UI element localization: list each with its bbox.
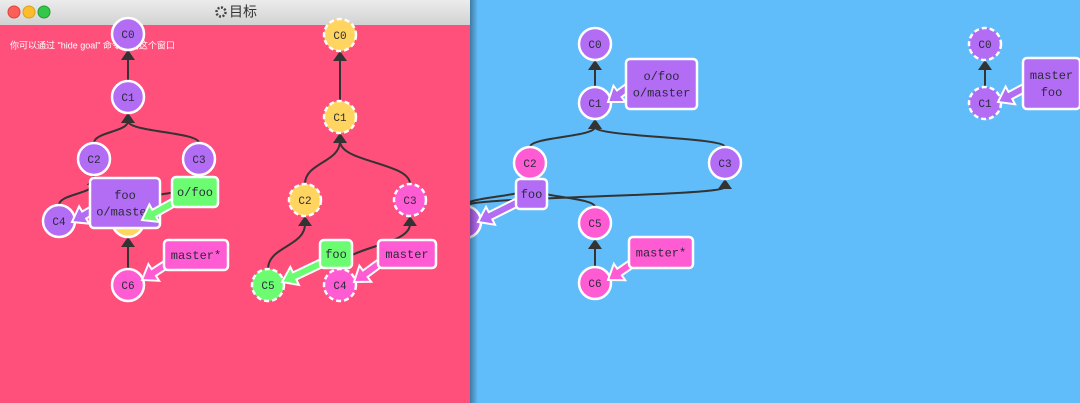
title-bar bbox=[0, 0, 470, 25]
branch-box bbox=[624, 57, 699, 111]
commit-label: C2 bbox=[523, 159, 536, 171]
commit-label: C3 bbox=[403, 196, 416, 208]
commit-node bbox=[967, 26, 1003, 62]
commit-node bbox=[577, 205, 613, 241]
commit-label: C0 bbox=[121, 30, 134, 42]
edge-arrowhead bbox=[588, 60, 602, 70]
edge-arrowhead bbox=[121, 237, 135, 247]
commit-edge bbox=[594, 126, 726, 148]
commit-node bbox=[577, 265, 613, 301]
commit-edge bbox=[93, 120, 129, 144]
branch-label: o/foo bbox=[643, 70, 679, 84]
commit-node bbox=[110, 267, 146, 303]
commit-label: C0 bbox=[978, 40, 991, 52]
commit-label: C4 bbox=[333, 281, 347, 293]
branch-box bbox=[162, 238, 230, 272]
commit-node bbox=[110, 79, 146, 115]
branch-label: foo bbox=[114, 189, 136, 203]
commit-edge bbox=[339, 140, 411, 185]
branch-label: o/foo bbox=[177, 186, 213, 200]
branch-label: o/master bbox=[633, 87, 691, 101]
branch-label: o/master bbox=[96, 206, 154, 220]
goal-graph: C0 C1 C2 C3 C4 C6 foo o/master o/foo master* C0 C1 C… bbox=[41, 16, 438, 303]
commit-label: C2 bbox=[298, 196, 311, 208]
commit-label: C0 bbox=[333, 31, 346, 43]
branch-box bbox=[514, 177, 549, 211]
commit-node bbox=[392, 182, 428, 218]
commit-label: C5 bbox=[588, 219, 601, 231]
zoom-button[interactable] bbox=[37, 5, 51, 19]
branch-box bbox=[627, 235, 695, 270]
commit-edge bbox=[127, 120, 200, 144]
branch-label: foo bbox=[521, 188, 543, 202]
commit-node bbox=[287, 182, 323, 218]
branch-box bbox=[1021, 56, 1080, 111]
edge-arrowhead bbox=[333, 133, 347, 143]
commit-node bbox=[110, 16, 146, 52]
edge-arrowhead bbox=[978, 60, 992, 70]
commit-label: C6 bbox=[588, 279, 601, 291]
commit-label: C3 bbox=[192, 155, 205, 167]
edge-arrowhead bbox=[718, 179, 732, 189]
commit-label: C6 bbox=[121, 281, 134, 293]
commit-edge bbox=[529, 126, 596, 148]
branch-label: master* bbox=[636, 247, 686, 261]
edge-arrowhead bbox=[121, 50, 135, 60]
commit-label: C2 bbox=[87, 155, 100, 167]
branch-box bbox=[376, 238, 438, 270]
branch-box bbox=[170, 175, 220, 209]
edge-arrowhead bbox=[333, 51, 347, 61]
branch-label: master* bbox=[171, 249, 221, 263]
minimize-button[interactable] bbox=[22, 5, 36, 19]
edge-arrowhead bbox=[121, 113, 135, 123]
branch-label: foo bbox=[325, 248, 347, 262]
commit-edge bbox=[304, 140, 341, 185]
gear-icon bbox=[215, 6, 227, 18]
commit-label: C5 bbox=[261, 281, 274, 293]
commit-label: C3 bbox=[718, 159, 731, 171]
branch-label: master bbox=[1030, 69, 1073, 83]
commit-label: C1 bbox=[588, 99, 602, 111]
edge-arrowhead bbox=[403, 216, 417, 226]
commit-node bbox=[322, 99, 358, 135]
goal-window[interactable]: 目标 你可以通过 "hide goal" 命令关闭这个窗口 C0 C1 C2 C3 C4… bbox=[0, 0, 478, 403]
commit-node bbox=[322, 17, 358, 53]
goal-background bbox=[0, 0, 470, 403]
commit-label: C1 bbox=[121, 93, 135, 105]
commit-node bbox=[577, 26, 613, 62]
hint-text: 你可以通过 "hide goal" 命令关闭这个窗口 bbox=[10, 39, 175, 50]
branch-label: master bbox=[385, 248, 428, 262]
commit-node bbox=[577, 85, 613, 121]
commit-label: C0 bbox=[588, 40, 601, 52]
commit-node bbox=[707, 145, 743, 181]
branch-label: foo bbox=[1041, 86, 1063, 100]
edge-arrowhead bbox=[588, 119, 602, 129]
commit-edge bbox=[267, 223, 306, 270]
branch-box bbox=[88, 176, 162, 230]
commit-node bbox=[250, 267, 286, 303]
window-title: 目标 bbox=[229, 4, 257, 20]
commit-label: C1 bbox=[978, 99, 992, 111]
commit-label: C4 bbox=[52, 217, 66, 229]
commit-label: C1 bbox=[333, 113, 347, 125]
edge-arrowhead bbox=[298, 216, 312, 226]
edge-arrowhead bbox=[588, 239, 602, 249]
commit-node bbox=[181, 141, 217, 177]
branch-box bbox=[318, 238, 354, 270]
commit-node bbox=[76, 141, 112, 177]
close-button[interactable] bbox=[7, 5, 21, 19]
window-shadow bbox=[470, 0, 478, 403]
